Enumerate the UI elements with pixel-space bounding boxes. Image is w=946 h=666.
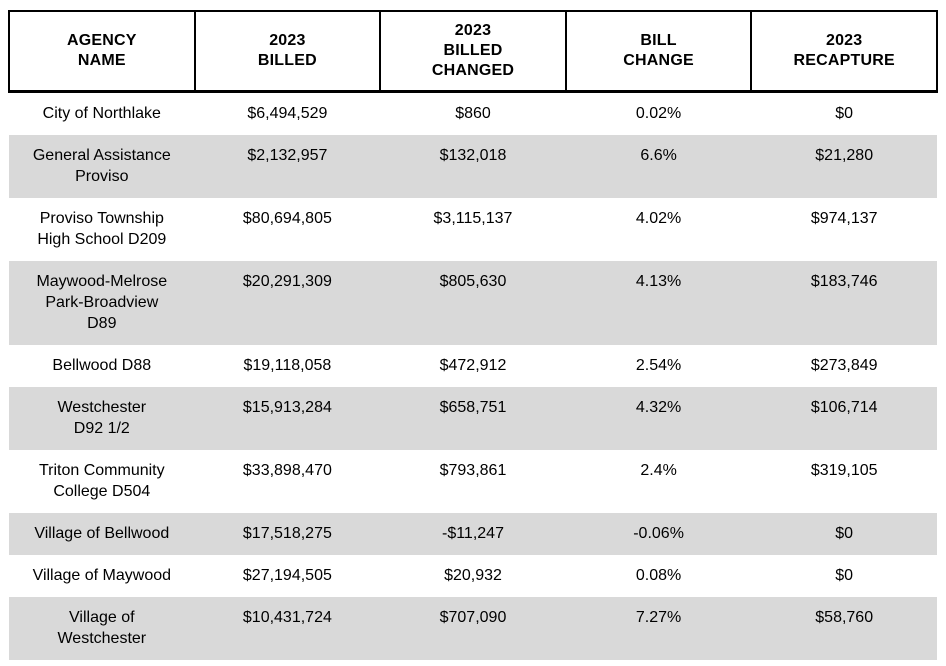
cell-2023-recapture: $0 xyxy=(835,567,854,584)
cell-2023-billed-changed: $860 xyxy=(455,105,491,122)
cell-bill-change: 4.13% xyxy=(635,273,682,290)
cell-2023-billed: $15,913,284 xyxy=(242,399,332,416)
cell-2023-recapture: $0 xyxy=(835,525,854,542)
cell-agency-name: Maywood-Melrose Park-Broadview D89 xyxy=(36,273,168,332)
cell-bill-change: 6.6% xyxy=(640,147,677,164)
table-row: Maywood-Melrose Park-Broadview D89 $20,2… xyxy=(9,261,937,345)
cell-agency-name: City of Northlake xyxy=(42,105,161,122)
cell-agency-name: Bellwood D88 xyxy=(52,357,152,374)
cell-2023-billed-changed: $658,751 xyxy=(439,399,507,416)
cell-bill-change: 0.02% xyxy=(635,105,682,122)
table-row: City of Northlake $6,494,529 $860 0.02% … xyxy=(9,92,937,136)
cell-agency-name: Triton Community College D504 xyxy=(38,462,165,500)
cell-2023-recapture: $58,760 xyxy=(815,609,874,626)
table-row: Village of Maywood $27,194,505 $20,932 0… xyxy=(9,555,937,597)
cell-2023-billed: $17,518,275 xyxy=(242,525,332,542)
cell-2023-billed: $19,118,058 xyxy=(243,357,332,374)
table-row: Triton Community College D504 $33,898,47… xyxy=(9,450,937,513)
table-row: Proviso Township High School D209 $80,69… xyxy=(9,198,937,261)
header-row: AGENCY NAME 2023 BILLED 2023 BILLED CHAN… xyxy=(8,10,938,93)
cell-bill-change: 0.08% xyxy=(635,567,682,584)
cell-2023-recapture: $21,280 xyxy=(815,147,874,164)
cell-agency-name: General Assistance Proviso xyxy=(32,147,171,185)
cell-2023-billed: $80,694,805 xyxy=(242,210,332,227)
cell-2023-billed: $2,132,957 xyxy=(247,147,328,164)
cell-2023-billed-changed: $707,090 xyxy=(439,609,507,626)
cell-2023-billed-changed: $3,115,137 xyxy=(433,210,513,227)
cell-bill-change: -0.06% xyxy=(633,525,684,542)
column-header-bill-change: BILL CHANGE xyxy=(564,10,753,93)
cell-2023-billed: $6,494,529 xyxy=(247,105,328,122)
cell-2023-billed-changed: $805,630 xyxy=(439,273,507,290)
cell-agency-name: Proviso Township High School D209 xyxy=(37,210,167,248)
column-header-agency-name: AGENCY NAME xyxy=(8,10,196,93)
table-row: General Assistance Proviso $2,132,957 $1… xyxy=(9,135,937,198)
column-header-2023-billed: 2023 BILLED xyxy=(193,10,382,93)
cell-agency-name: Village of Bellwood xyxy=(34,525,170,542)
cell-2023-billed-changed: $472,912 xyxy=(439,357,507,374)
table-row: Bellwood D88 $19,118,058 $472,912 2.54% … xyxy=(9,345,937,387)
cell-2023-billed-changed: -$11,247 xyxy=(441,525,504,542)
recapture-table-container: AGENCY NAME 2023 BILLED 2023 BILLED CHAN… xyxy=(8,10,938,660)
cell-2023-recapture: $183,746 xyxy=(810,273,878,290)
cell-bill-change: 2.54% xyxy=(635,357,682,374)
cell-2023-billed-changed: $20,932 xyxy=(444,567,502,584)
cell-2023-billed: $10,431,724 xyxy=(242,609,332,626)
cell-agency-name: Village of Westchester xyxy=(57,609,147,647)
table-row: Westchester D92 1/2 $15,913,284 $658,751… xyxy=(9,387,937,450)
table-row: Village of Westchester $10,431,724 $707,… xyxy=(9,597,937,660)
cell-bill-change: 4.32% xyxy=(635,399,682,416)
cell-2023-billed: $33,898,470 xyxy=(242,462,332,479)
cell-2023-billed: $20,291,309 xyxy=(242,273,332,290)
cell-2023-recapture: $974,137 xyxy=(810,210,878,227)
table-body: City of Northlake $6,494,529 $860 0.02% … xyxy=(9,92,937,660)
cell-bill-change: 7.27% xyxy=(635,609,682,626)
cell-agency-name: Westchester D92 1/2 xyxy=(57,399,147,437)
recapture-table: AGENCY NAME 2023 BILLED 2023 BILLED CHAN… xyxy=(8,10,938,660)
table-header: AGENCY NAME 2023 BILLED 2023 BILLED CHAN… xyxy=(8,10,938,93)
cell-2023-recapture: $106,714 xyxy=(810,399,878,416)
column-header-2023-billed-changed: 2023 BILLED CHANGED xyxy=(379,10,567,93)
cell-bill-change: 2.4% xyxy=(640,462,677,479)
cell-2023-billed-changed: $132,018 xyxy=(439,147,507,164)
cell-2023-recapture: $319,105 xyxy=(810,462,878,479)
table-row: Village of Bellwood $17,518,275 -$11,247… xyxy=(9,513,937,555)
cell-bill-change: 4.02% xyxy=(635,210,682,227)
cell-2023-recapture: $273,849 xyxy=(810,357,878,374)
cell-2023-billed-changed: $793,861 xyxy=(439,462,507,479)
cell-2023-recapture: $0 xyxy=(835,105,854,122)
column-header-2023-recapture: 2023 RECAPTURE xyxy=(750,10,938,93)
cell-2023-billed: $27,194,505 xyxy=(242,567,332,584)
cell-agency-name: Village of Maywood xyxy=(32,567,172,584)
